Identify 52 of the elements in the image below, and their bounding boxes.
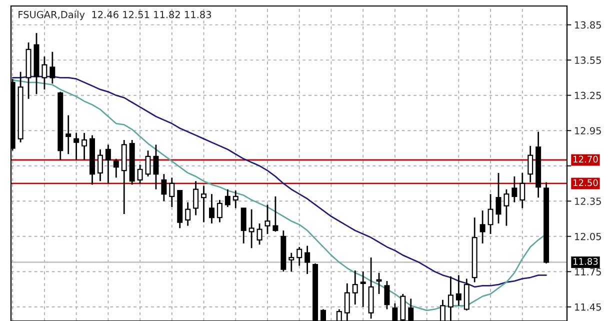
candlestick	[264, 204, 270, 235]
candlestick	[296, 246, 302, 266]
candlestick	[66, 114, 72, 155]
y-tick-label: 13.55	[575, 56, 601, 64]
candlestick	[480, 210, 486, 244]
candlestick	[528, 145, 534, 183]
candlestick	[520, 172, 526, 209]
y-tick-label: 12.35	[575, 198, 601, 205]
candlestick	[137, 164, 143, 184]
candlestick	[97, 148, 103, 182]
ref-line-label: 12.50	[574, 179, 598, 186]
candlestick	[248, 208, 254, 249]
ref-line-label: 11.83	[574, 258, 598, 265]
candlestick	[50, 51, 56, 84]
candlestick	[376, 272, 382, 295]
candlestick	[256, 222, 262, 246]
candlestick	[82, 132, 88, 161]
candlestick	[384, 280, 390, 310]
candlestick	[352, 270, 358, 306]
candlestick	[512, 176, 518, 203]
y-tick-label: 12.05	[575, 232, 601, 240]
candlestick	[456, 274, 462, 306]
candlestick	[360, 270, 366, 308]
candlestick	[193, 180, 199, 216]
candlestick	[161, 173, 167, 202]
candlestick	[201, 185, 207, 223]
candlestick	[488, 193, 494, 235]
candlestick	[105, 144, 111, 184]
candlestick	[153, 144, 159, 190]
candlestick	[216, 199, 222, 223]
candlestick	[504, 188, 510, 226]
candlestick	[185, 202, 191, 226]
candlestick	[224, 188, 230, 208]
candlestick	[240, 207, 246, 244]
candlestick	[74, 132, 80, 161]
y-tick-label: 13.85	[575, 21, 601, 29]
ref-line-label: 12.70	[574, 156, 598, 163]
y-tick-label: 13.25	[575, 92, 601, 100]
candlestick	[232, 190, 238, 209]
candlestick	[113, 158, 119, 178]
y-tick-label: 12.95	[575, 127, 601, 134]
candlestick	[42, 56, 48, 90]
candlestick	[208, 193, 214, 224]
chart-title: FSUGAR,Daily 12.46 12.51 11.82 11.83	[18, 10, 212, 20]
candlestick	[272, 196, 278, 232]
candlestick	[496, 172, 502, 224]
candlestick	[288, 252, 294, 272]
candlestick	[169, 176, 175, 208]
y-tick-label: 11.75	[575, 268, 601, 276]
candlestick	[304, 245, 310, 275]
y-tick-label: 11.45	[575, 304, 601, 311]
candlestick	[145, 150, 151, 178]
